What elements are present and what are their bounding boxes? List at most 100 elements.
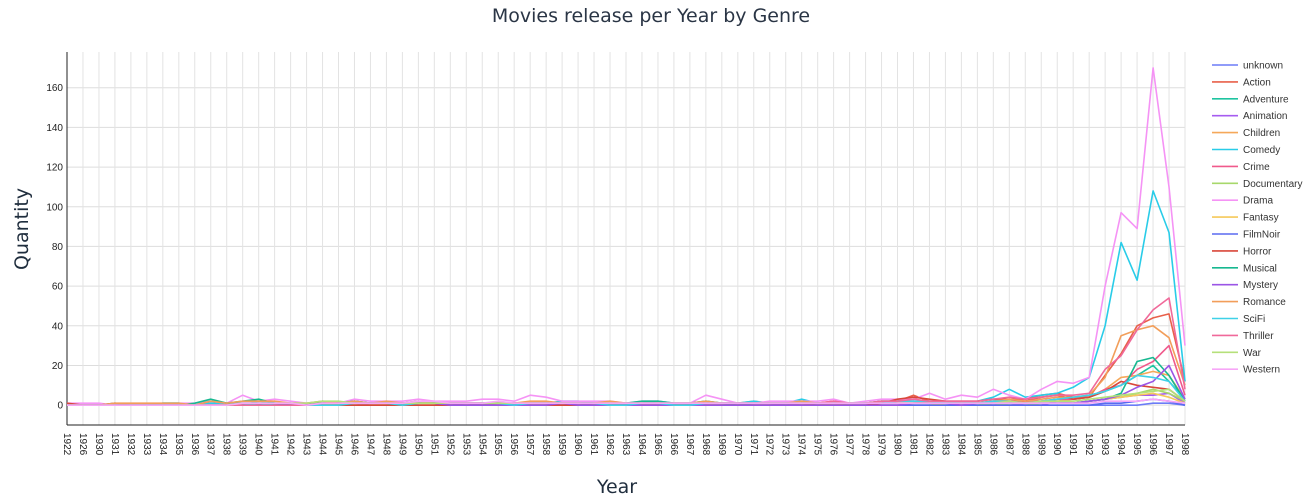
x-tick-label: 1991 (1067, 433, 1078, 456)
x-tick-label: 1953 (460, 433, 471, 456)
legend-label: Romance (1243, 297, 1286, 308)
legend-label: Crime (1243, 162, 1270, 173)
x-tick-label: 1940 (253, 433, 264, 456)
x-tick-label: 1952 (444, 433, 455, 456)
legend-label: Action (1243, 77, 1271, 88)
x-tick-label: 1959 (556, 433, 567, 456)
x-tick-label: 1954 (476, 433, 487, 456)
x-tick-label: 1951 (428, 433, 439, 456)
x-tick-label: 1973 (780, 433, 791, 456)
legend-label: Fantasy (1243, 213, 1279, 224)
x-tick-label: 1942 (285, 433, 296, 456)
x-tick-label: 1957 (524, 433, 535, 456)
x-tick-label: 1933 (141, 433, 152, 456)
x-tick-label: 1984 (955, 433, 966, 456)
x-tick-label: 1976 (828, 433, 839, 456)
x-tick-label: 1935 (173, 433, 184, 456)
x-tick-label: 1981 (907, 433, 918, 456)
y-tick-label: 120 (46, 163, 63, 174)
x-tick-label: 1965 (652, 433, 663, 456)
x-tick-label: 1949 (396, 433, 407, 456)
y-axis-ticks: 0 20 40 60 80 100 120 140 160 (46, 83, 63, 411)
y-tick-label: 20 (52, 361, 64, 372)
legend-label: Thriller (1243, 331, 1274, 342)
x-tick-label: 1989 (1035, 433, 1046, 456)
x-tick-label: 1961 (588, 433, 599, 456)
x-tick-label: 1956 (508, 433, 519, 456)
x-tick-label: 1987 (1003, 433, 1014, 456)
x-tick-label: 1944 (317, 433, 328, 456)
y-tick-label: 60 (52, 282, 64, 293)
x-tick-label: 1946 (348, 433, 359, 456)
legend-label: Musical (1243, 263, 1277, 274)
x-tick-label: 1982 (923, 433, 934, 456)
x-tick-label: 1980 (892, 433, 903, 456)
x-axis-title: Year (596, 476, 637, 498)
x-tick-label: 1970 (732, 433, 743, 456)
legend-label: SciFi (1243, 314, 1265, 325)
legend-label: War (1243, 348, 1262, 359)
x-tick-label: 1967 (684, 433, 695, 456)
legend-label: Mystery (1243, 280, 1278, 291)
x-tick-label: 1983 (939, 433, 950, 456)
legend-label: Animation (1243, 111, 1287, 122)
x-tick-label: 1943 (301, 433, 312, 456)
x-tick-label: 1995 (1131, 433, 1142, 456)
x-tick-label: 1986 (987, 433, 998, 456)
x-tick-label: 1950 (412, 433, 423, 456)
x-tick-label: 1977 (844, 433, 855, 456)
x-tick-label: 1988 (1019, 433, 1030, 456)
x-tick-label: 1994 (1115, 433, 1126, 456)
x-tick-label: 1934 (157, 433, 168, 456)
x-tick-label: 1960 (572, 433, 583, 456)
x-tick-label: 1997 (1163, 433, 1174, 456)
x-tick-label: 1979 (876, 433, 887, 456)
legend-label: Horror (1243, 246, 1272, 257)
series-line-western (67, 398, 1186, 407)
x-tick-label: 1931 (109, 433, 120, 456)
x-tick-label: 1936 (189, 433, 200, 456)
x-tick-label: 1969 (716, 433, 727, 456)
x-tick-label: 1990 (1051, 433, 1062, 456)
x-tick-label: 1998 (1179, 433, 1190, 456)
grid (66, 52, 1186, 425)
x-tick-label: 1947 (364, 433, 375, 456)
y-tick-label: 40 (52, 321, 64, 332)
y-tick-label: 160 (46, 83, 63, 94)
legend-label: unknown (1243, 61, 1283, 72)
series-lines (66, 67, 1186, 407)
x-tick-label: 1966 (668, 433, 679, 456)
legend: unknown Action Adventure Animation Children C… (1212, 61, 1302, 376)
y-tick-label: 140 (46, 123, 63, 134)
x-tick-label: 1972 (764, 433, 775, 456)
x-tick-label: 1945 (333, 433, 344, 456)
x-tick-label: 1939 (237, 433, 248, 456)
x-tick-label: 1962 (604, 433, 615, 456)
axes (66, 52, 1185, 426)
x-tick-label: 1968 (700, 433, 711, 456)
chart-title: Movies release per Year by Genre (492, 5, 810, 27)
x-tick-label: 1922 (61, 433, 72, 456)
legend-label: Adventure (1243, 94, 1289, 105)
x-tick-label: 1964 (636, 433, 647, 456)
y-tick-label: 80 (52, 242, 64, 253)
x-tick-label: 1996 (1147, 433, 1158, 456)
x-tick-label: 1941 (269, 433, 280, 456)
legend-label: FilmNoir (1243, 230, 1281, 241)
x-tick-label: 1975 (812, 433, 823, 456)
x-tick-label: 1993 (1099, 433, 1110, 456)
x-tick-label: 1930 (93, 433, 104, 456)
x-tick-label: 1948 (380, 433, 391, 456)
legend-label: Children (1243, 128, 1280, 139)
x-tick-label: 1985 (971, 433, 982, 456)
x-tick-label: 1971 (748, 433, 759, 456)
x-tick-label: 1932 (125, 433, 136, 456)
x-tick-label: 1974 (796, 433, 807, 456)
x-tick-label: 1938 (221, 433, 232, 456)
x-tick-label: 1955 (492, 433, 503, 456)
x-tick-label: 1978 (860, 433, 871, 456)
x-tick-label: 1958 (540, 433, 551, 456)
legend-label: Documentary (1243, 179, 1302, 190)
x-tick-label: 1992 (1083, 433, 1094, 456)
